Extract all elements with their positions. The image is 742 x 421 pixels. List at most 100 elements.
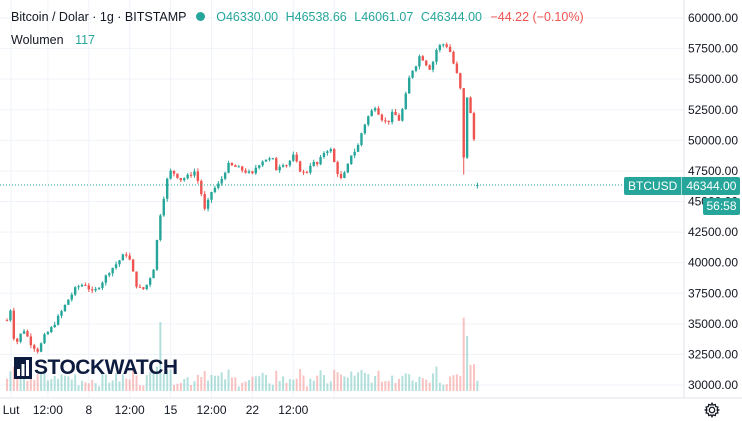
volume-bar bbox=[397, 378, 400, 391]
volume-bar bbox=[350, 371, 353, 391]
candle-body bbox=[213, 187, 217, 192]
volume-bar bbox=[387, 380, 390, 391]
volume-bar bbox=[94, 383, 97, 391]
volume-bar bbox=[87, 383, 90, 391]
volume-bar bbox=[241, 382, 244, 391]
volume-bar bbox=[415, 382, 417, 391]
candle-body bbox=[469, 97, 472, 114]
candle-body bbox=[128, 255, 131, 260]
volume-bar bbox=[98, 386, 101, 391]
volume-bar bbox=[425, 379, 428, 391]
volume-bar bbox=[282, 376, 285, 391]
candle-body bbox=[261, 161, 264, 166]
volume-bar bbox=[166, 369, 169, 391]
volume-bar bbox=[394, 383, 397, 391]
gear-icon[interactable] bbox=[703, 401, 721, 419]
volume-bar bbox=[295, 378, 298, 391]
candle-body bbox=[421, 56, 425, 61]
volume-bar bbox=[322, 375, 325, 391]
volume-bar bbox=[333, 369, 336, 391]
candle-body bbox=[459, 73, 462, 89]
candle-body bbox=[353, 151, 356, 156]
volume-bar bbox=[67, 376, 70, 391]
volume-bar bbox=[77, 385, 80, 391]
candle-body bbox=[285, 165, 288, 167]
volume-bar bbox=[469, 364, 472, 391]
volume-bar bbox=[224, 379, 227, 391]
volume-bar bbox=[353, 375, 356, 391]
y-tick-label: 60000.00 bbox=[688, 11, 738, 25]
volume-bar bbox=[432, 373, 435, 391]
volume-bar bbox=[227, 369, 230, 391]
symbol-title[interactable]: Bitcoin / Dolar · 1g · BITSTAMP bbox=[11, 10, 187, 24]
volume-bar bbox=[145, 375, 148, 391]
candle-body bbox=[425, 60, 428, 66]
volume-bar bbox=[84, 382, 87, 391]
candle-body bbox=[397, 115, 401, 121]
x-tick-label: 12:00 bbox=[278, 403, 308, 417]
candle-body bbox=[50, 327, 53, 333]
candle-body bbox=[326, 151, 329, 153]
volume-bar bbox=[438, 382, 441, 391]
candle-body bbox=[309, 165, 312, 173]
volume-bar bbox=[268, 383, 271, 391]
candle-body bbox=[67, 299, 70, 305]
candle-body bbox=[367, 116, 370, 125]
volume-bar bbox=[401, 376, 404, 391]
candle-body bbox=[305, 171, 309, 173]
volume-bar bbox=[445, 384, 448, 391]
candle-body bbox=[183, 178, 186, 181]
candle-body bbox=[43, 334, 46, 344]
volume-bar bbox=[340, 374, 343, 391]
candle-body bbox=[118, 260, 121, 265]
volume-layer bbox=[6, 317, 479, 391]
candle-body bbox=[435, 49, 438, 62]
volume-bar bbox=[404, 373, 407, 391]
candle-body bbox=[356, 144, 360, 152]
candle-body bbox=[5, 320, 9, 322]
volume-bar bbox=[452, 375, 455, 391]
candle-body bbox=[159, 215, 162, 240]
volume-bar bbox=[60, 374, 63, 391]
volume-bar bbox=[343, 376, 346, 391]
price-axis[interactable]: 30000.00 32500.00 35000.00 37500.00 40000.00… bbox=[688, 11, 738, 392]
candle-body bbox=[431, 61, 435, 70]
x-tick-label: 12:00 bbox=[33, 403, 63, 417]
volume-label[interactable]: Wolumen bbox=[11, 33, 64, 47]
candle-body bbox=[203, 194, 206, 209]
volume-bar bbox=[302, 375, 305, 391]
candle-body bbox=[234, 165, 237, 167]
candle-body bbox=[315, 162, 319, 165]
volume-bar bbox=[50, 379, 53, 391]
candle-body bbox=[448, 46, 452, 52]
candle-body bbox=[217, 183, 220, 188]
candle-body bbox=[125, 254, 128, 256]
candle-body bbox=[152, 269, 155, 279]
volume-bar bbox=[326, 383, 329, 391]
candle-body bbox=[472, 113, 476, 140]
volume-bar bbox=[305, 386, 308, 391]
volume-legend: Wolumen 117 bbox=[11, 33, 95, 47]
time-axis[interactable]: Lut 12:00 8 12:00 15 12:00 22 12:00 bbox=[3, 403, 309, 417]
candle-body bbox=[268, 158, 271, 160]
volume-bar bbox=[377, 370, 380, 391]
volume-bar bbox=[29, 377, 32, 391]
candle-body bbox=[70, 294, 73, 300]
candle-body bbox=[97, 287, 101, 289]
volume-bar bbox=[251, 376, 254, 391]
volume-bar bbox=[418, 376, 421, 391]
volume-bar bbox=[213, 375, 216, 391]
x-tick-label: 8 bbox=[85, 403, 92, 417]
high-value: H46538.66 bbox=[285, 10, 347, 24]
candle-body bbox=[22, 331, 26, 334]
candle-body bbox=[322, 152, 326, 157]
volume-bar bbox=[53, 375, 56, 391]
volume-bar bbox=[234, 377, 237, 391]
volume-bar bbox=[203, 371, 206, 391]
y-tick-label: 52500.00 bbox=[688, 103, 738, 117]
volume-bar bbox=[275, 370, 278, 391]
candle-body bbox=[370, 110, 373, 117]
candle-body bbox=[108, 273, 111, 276]
volume-bar bbox=[261, 372, 264, 391]
